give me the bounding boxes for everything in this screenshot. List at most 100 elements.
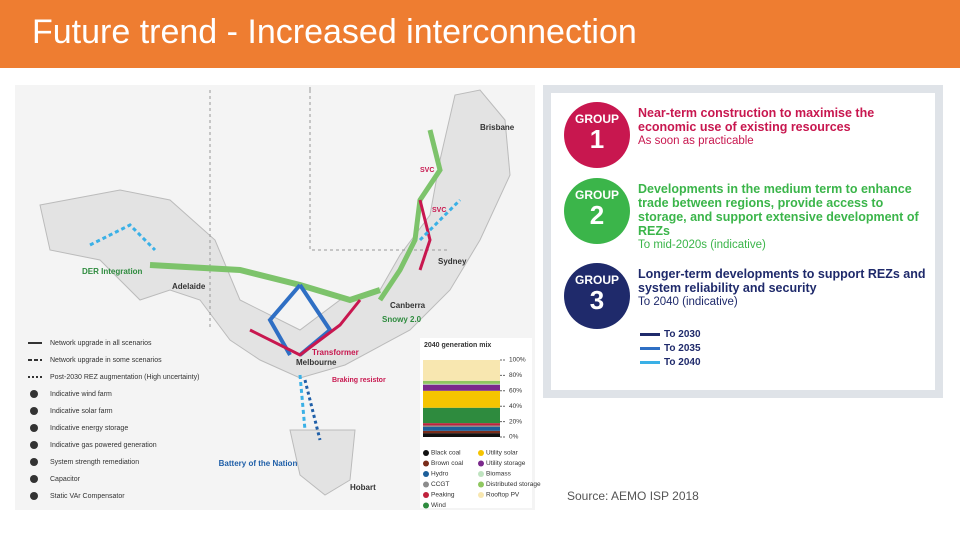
mix-legend-label: CCGT [431, 481, 449, 488]
mix-legend-swatch [423, 450, 429, 456]
mix-segment [423, 433, 500, 437]
group-number: 1 [589, 124, 605, 154]
annotation: SVC [432, 207, 446, 214]
place-label: Sydney [438, 257, 467, 266]
annotation: Battery of the Nation [219, 459, 298, 468]
mix-legend-swatch [478, 492, 484, 498]
mix-legend-label: Wind [431, 502, 446, 509]
mix-legend-label: Distributed storage [486, 481, 541, 488]
mix-legend-swatch [478, 450, 484, 456]
mix-segment [423, 426, 500, 431]
mix-legend-swatch [478, 481, 484, 488]
source: Source: AEMO ISP 2018 [567, 489, 699, 503]
mix-legend-swatch [423, 502, 429, 509]
mix-legend-swatch [478, 471, 484, 477]
legend-symbol [30, 458, 38, 466]
annotation: SVC [420, 167, 434, 174]
place-label: Hobart [350, 483, 376, 492]
mix-legend-swatch [423, 481, 429, 488]
network-line [249, 199, 432, 357]
group-badge: GROUP 2 [564, 178, 630, 244]
place-label: Canberra [390, 301, 426, 310]
group-badge-text: GROUP [574, 188, 619, 202]
group-badge: GROUP 3 [564, 263, 630, 329]
timeline-line [640, 346, 660, 350]
annotation: Braking resistor [332, 377, 386, 384]
legend-symbol [30, 441, 38, 449]
mix-segment [423, 380, 500, 384]
mix-legend-swatch [478, 460, 484, 467]
legend-symbol [30, 492, 38, 500]
group-badge: GROUP 1 [564, 102, 630, 168]
network-line [89, 198, 462, 431]
mix-segment [423, 407, 500, 424]
group-timing: To mid-2020s (indicative) [638, 239, 766, 251]
legend-symbol [30, 424, 38, 432]
group-number: 3 [589, 285, 605, 315]
group: GROUP 3 Longer-term developments to suppor… [558, 263, 928, 335]
annotation: Snowy 2.0 [382, 315, 422, 324]
mix-legend-label: Biomass [486, 471, 512, 478]
mix-segment [423, 423, 500, 426]
mix-legend-label: Utility storage [486, 460, 526, 467]
y-tick-label: 100% [509, 357, 526, 364]
group-text: Longer-term developments to support REZs… [638, 267, 928, 310]
slide-title: Future trend - Increased interconnection [32, 13, 637, 51]
legend-label: Indicative wind farm [50, 391, 112, 398]
legend-label: Post-2030 REZ augmentation (High uncerta… [50, 374, 199, 381]
legend-label: Static VAr Compensator [50, 493, 125, 500]
place-label: Adelaide [172, 282, 206, 291]
mix-legend-swatch [423, 471, 429, 477]
group-badge-text: GROUP [574, 112, 619, 126]
place-label: Brisbane [480, 123, 515, 132]
group-badge-text: GROUP [574, 273, 619, 287]
header-bar [0, 0, 960, 68]
mainland [39, 89, 511, 379]
annotation: DER Integration [82, 267, 143, 276]
y-tick-label: 0% [509, 434, 519, 441]
group-heading: Near-term construction to maximise the e… [638, 106, 875, 134]
network-line [303, 379, 322, 441]
state-borders [209, 85, 450, 330]
legend-label: Indicative solar farm [50, 408, 113, 415]
legend-symbol [30, 475, 38, 483]
legend-label: System strength remediation [50, 459, 139, 466]
legend-label: Network upgrade in some scenarios [50, 357, 162, 364]
mix-legend-label: Utility solar [486, 450, 519, 457]
mix-legend-label: Peaking [431, 492, 455, 499]
timeline-line [640, 332, 660, 336]
mix-segment [423, 384, 500, 391]
timeline-label: To 2030 [664, 329, 701, 340]
timeline-item: To 2035 [640, 343, 701, 354]
legend-symbol [30, 390, 38, 398]
timeline-label: To 2040 [664, 357, 701, 368]
y-tick-label: 80% [509, 372, 522, 379]
legend-label: Indicative gas powered generation [50, 442, 157, 449]
group: GROUP 2 Developments in the medium term to… [558, 178, 928, 253]
group-text: Near-term construction to maximise the e… [638, 106, 928, 149]
group: GROUP 1 Near-term construction to maximise… [558, 102, 928, 174]
network-line [377, 129, 443, 302]
mix-segment [423, 360, 500, 381]
timeline-item: To 2040 [640, 357, 701, 368]
timeline-line [640, 360, 660, 364]
y-tick-label: 60% [509, 388, 522, 395]
mix-segment [423, 383, 500, 385]
mix-legend-swatch [423, 492, 429, 498]
timeline-label: To 2035 [664, 343, 701, 354]
group-heading: Longer-term developments to support REZs… [638, 267, 926, 295]
mix-segment [423, 390, 500, 408]
group-heading: Developments in the medium term to enhan… [638, 182, 919, 238]
mix-title: 2040 generation mix [424, 342, 491, 349]
mix-legend-label: Hydro [431, 471, 449, 478]
y-tick-label: 20% [509, 418, 522, 425]
place-label: Melbourne [296, 358, 337, 367]
y-tick-label: 40% [509, 403, 522, 410]
legend-label: Network upgrade in all scenarios [50, 340, 152, 347]
legend-label: Indicative energy storage [50, 425, 128, 432]
annotation: Transformer [312, 348, 359, 357]
group-text: Developments in the medium term to enhan… [638, 182, 928, 253]
tasmania [289, 429, 356, 496]
group-timing: As soon as practicable [638, 135, 754, 147]
